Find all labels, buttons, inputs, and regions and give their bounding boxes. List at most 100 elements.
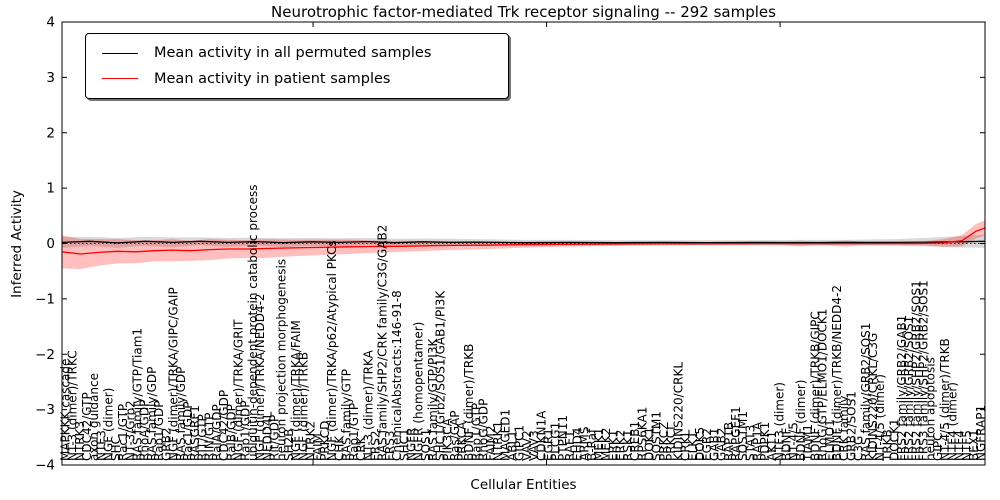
x-tick-label: BDNF	[780, 428, 794, 461]
x-tick-label: SHC1	[397, 428, 411, 461]
x-axis-label: Cellular Entities	[470, 477, 577, 493]
y-tick-label: 1	[46, 181, 55, 197]
x-tick-label: CRK family	[837, 396, 851, 461]
x-tick-label: RSK1	[621, 430, 635, 461]
x-tick-label: C3G	[852, 436, 866, 461]
x-tick-label: NTRK3	[73, 421, 87, 461]
x-tick-label: RAS family/GDP	[145, 367, 159, 461]
x-tick-label: BDNF (dimer)/TRKB/GIPC	[808, 311, 822, 461]
x-tick-label: FRS2 family/GRB2/SOS1	[902, 316, 916, 461]
x-tick-label: NT-3 (dimer)/TRKC	[66, 350, 80, 461]
x-tick-label: DOK5	[693, 427, 707, 461]
x-tick-label: Ras/GAP	[448, 411, 462, 461]
x-tick-label: ABL1	[506, 430, 520, 461]
x-tick-label: BDNF (dimer)/TRKB/NEDD4-2	[830, 285, 844, 461]
x-tick-label: PRKCA	[455, 421, 469, 461]
y-tick-label: −3	[35, 402, 55, 418]
x-tick-label: BDNF (dimer)	[794, 380, 808, 462]
x-tick-label: RAF1	[563, 430, 577, 461]
x-tick-label: ARMS	[578, 426, 592, 461]
x-tick-label: FRS2 family/GRB2/GAB1	[895, 315, 909, 461]
x-tick-label: NGF (dimer)/TRKA/p62/Atypical PKCs	[325, 240, 339, 461]
x-tick-label: RAS family/GTP	[340, 369, 354, 461]
x-tick-label: NGFR (homopentamer)	[412, 322, 426, 461]
x-tick-label: PRKCI	[664, 426, 678, 461]
x-tick-label: EHD4	[570, 428, 584, 461]
x-tick-label: RASGRF1	[188, 405, 202, 461]
legend-item-permuted: Mean activity in all permuted samples	[86, 45, 508, 61]
x-tick-label: RhoG/GTP/ELMO1/DOCK1	[816, 309, 830, 461]
x-tick-label: NTF5	[960, 430, 974, 461]
x-tick-label: MAGED1	[498, 409, 512, 461]
y-tick-label: −1	[35, 291, 55, 307]
x-tick-label: AKT1	[765, 431, 779, 461]
x-tick-label: NT-4/5 (dimer)	[873, 374, 887, 461]
x-tick-label: GIPC	[931, 433, 945, 461]
legend: Mean activity in all permuted samples Me…	[85, 33, 509, 99]
x-tick-label: RhoA/GDP	[138, 400, 152, 461]
x-tick-label: ERK1	[606, 430, 620, 461]
x-tick-label: VAV2	[520, 430, 534, 461]
x-tick-label: neuron projection morphogenesis	[275, 259, 289, 461]
x-tick-label: TIAM1	[801, 424, 815, 462]
x-tick-label: B-Raf	[585, 428, 599, 461]
x-tick-label: ChemicalAbstracts:146-91-8	[390, 290, 404, 461]
x-tick-label: BEX1	[967, 429, 981, 461]
x-tick-label: NGFRAP1	[974, 405, 988, 461]
x-tick-label: NTF3 (dimer)	[772, 382, 786, 461]
x-tick-label: DOCK1	[888, 418, 902, 461]
x-tick-label: Rap1/GDP	[152, 401, 166, 462]
x-tick-label: PDPK1	[758, 422, 772, 461]
x-tick-label: CRK	[354, 435, 368, 461]
y-tick-label: −4	[35, 458, 55, 474]
x-tick-label: SH2B	[282, 428, 296, 461]
x-tick-label: PLCG1	[549, 422, 563, 461]
x-tick-label: SQSTM1	[650, 411, 664, 461]
x-tick-label: NGF (dimer)/TRKA/FAIM	[289, 320, 303, 461]
x-tick-label: RAS family/GRB2/SOS1	[859, 323, 873, 461]
x-tick-label: FRS2	[369, 431, 383, 462]
y-tick-label: −2	[35, 347, 55, 363]
x-tick-label: PRKCZ	[657, 422, 671, 461]
x-tick-label: SOS1	[419, 429, 433, 461]
x-tick-label: VAV3	[527, 430, 541, 461]
y-tick-label: 2	[46, 125, 55, 141]
y-tick-label: 3	[46, 70, 55, 86]
x-tick-label: NGF (dimer)/TRKA/GRIT	[232, 319, 246, 461]
legend-label: Mean activity in all permuted samples	[154, 45, 432, 62]
x-tick-label: FRS3 family/SHP2/GRB2/SOS1	[917, 280, 931, 461]
x-tick-label: NGF (dimer)	[102, 388, 116, 461]
x-tick-label: NT-3 (dimer)/TRKA	[361, 349, 375, 461]
x-tick-label: axon guidance	[87, 373, 101, 461]
y-tick-label: 4	[46, 15, 55, 31]
x-tick-label: TRKB	[881, 429, 895, 462]
x-tick-label: KIDINS220/CRKL	[671, 362, 685, 461]
x-tick-label: RalB/GDP	[224, 404, 238, 461]
x-tick-label: FRS2 family/SHP2/GRB2/SOS1	[909, 280, 923, 461]
x-tick-label: CDC42/GDP	[217, 390, 231, 461]
x-tick-label: NTRK1	[491, 421, 505, 461]
x-tick-label: ERK2	[614, 430, 628, 461]
x-tick-label: PRKCD	[318, 421, 332, 461]
x-tick-label: KIDINS220/CRKL/C3G	[866, 333, 880, 461]
x-tick-label: SHC1/Grb2/SOS1/GAB1/PI3K	[433, 290, 447, 461]
x-tick-label: CDKN1A	[534, 410, 548, 461]
x-tick-label: RIT/GTP	[195, 414, 209, 461]
x-tick-label: NEDD4L	[260, 411, 274, 461]
x-tick-label: Rap1/GTP	[469, 403, 483, 461]
x-tick-label: SQSTM1	[736, 411, 750, 461]
legend-line-red	[102, 78, 138, 80]
x-tick-label: MEK1	[592, 428, 606, 461]
x-tick-label: ubiquitin-dependent protein catabolic pr…	[246, 185, 260, 461]
x-tick-label: NT-3/Grb2	[123, 400, 137, 461]
x-tick-label: GAB2	[715, 428, 729, 461]
x-tick-label: Rap1/GDP	[239, 401, 253, 462]
x-tick-label: ELMO1	[823, 419, 837, 461]
x-tick-label: NTF4 (dimer)	[945, 382, 959, 461]
x-tick-label: EGR2	[700, 428, 714, 461]
x-tick-label: PIK3CA	[441, 417, 455, 461]
x-tick-label: CDC42/GTP	[80, 392, 94, 461]
legend-line-black	[102, 52, 138, 54]
